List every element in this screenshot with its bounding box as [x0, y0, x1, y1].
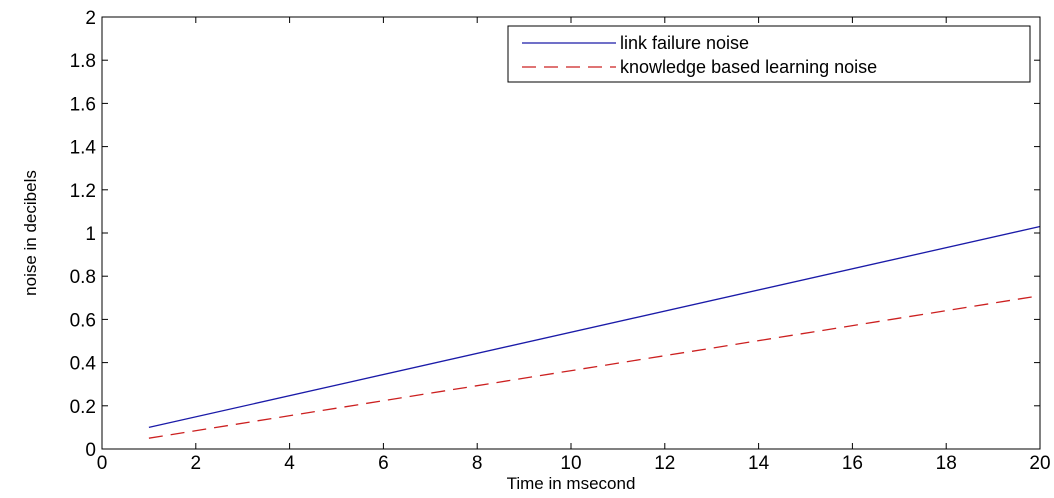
y-tick-label: 1.8	[70, 51, 96, 72]
x-tick-label: 8	[472, 453, 483, 474]
legend-label-link-failure-noise: link failure noise	[620, 33, 749, 53]
x-tick-label: 18	[936, 453, 957, 474]
legend: link failure noise knowledge based learn…	[507, 25, 1031, 83]
y-tick-label: 1.6	[70, 94, 96, 115]
plot-content	[148, 225, 1041, 439]
y-tick-label: 0.2	[70, 397, 96, 418]
x-tick-label: 6	[378, 453, 389, 474]
x-tick-label: 10	[560, 453, 581, 474]
legend-box	[507, 25, 1031, 83]
y-tick-label: 1.4	[70, 138, 97, 159]
x-tick-label: 12	[654, 453, 675, 474]
series-line-link-failure-noise	[148, 225, 1041, 429]
y-axis-label: noise in decibels	[21, 170, 40, 296]
x-tick-label: 0	[97, 453, 108, 474]
x-tick-label: 14	[748, 453, 770, 474]
y-tick-label: 1	[85, 224, 96, 245]
y-tick-label: 0.8	[70, 267, 96, 288]
y-tick-label: 0.4	[70, 354, 97, 375]
legend-label-knowledge-based-learning-noise: knowledge based learning noise	[620, 57, 877, 77]
x-tick-label: 2	[191, 453, 202, 474]
y-tick-label: 0	[85, 440, 96, 461]
x-tick-label: 20	[1029, 453, 1050, 474]
tick-labels: 0 2 4 6 8 10 12 14 16 18 20 0 0.2 0.4 0.6 0.8 1 1.2 1.4 1.6…	[70, 8, 1051, 474]
y-tick-label: 1.2	[70, 181, 96, 202]
series-line-knowledge-based-learning-noise	[148, 294, 1041, 439]
x-axis-label: Time in msecond	[507, 474, 636, 493]
x-tick-label: 16	[842, 453, 863, 474]
axis-ticks	[101, 16, 1041, 450]
y-tick-label: 2	[85, 8, 96, 29]
x-tick-label: 4	[284, 453, 295, 474]
y-tick-label: 0.6	[70, 310, 96, 331]
